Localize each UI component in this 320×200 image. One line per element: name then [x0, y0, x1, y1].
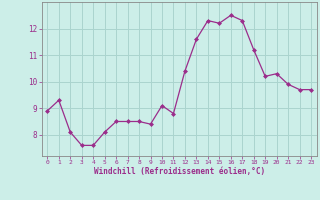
X-axis label: Windchill (Refroidissement éolien,°C): Windchill (Refroidissement éolien,°C) [94, 167, 265, 176]
